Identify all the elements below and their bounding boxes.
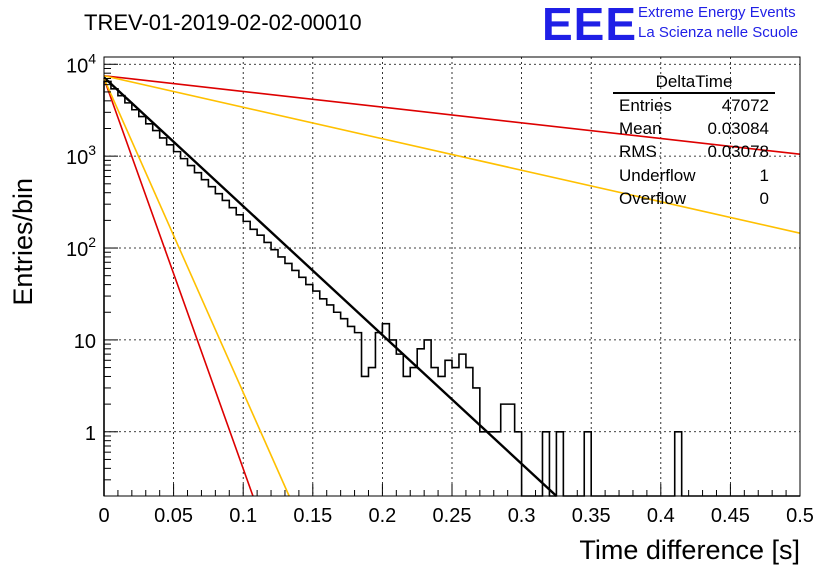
- x-tick-label: 0.15: [293, 505, 332, 527]
- stats-value: 0.03084: [707, 119, 769, 139]
- stats-box: DeltaTime Entries 47072 Mean 0.03084 RMS…: [613, 72, 775, 210]
- x-tick-label: 0.05: [154, 505, 193, 527]
- stats-title: DeltaTime: [613, 72, 775, 94]
- stats-key: RMS: [619, 142, 657, 162]
- y-tick-label: 102: [66, 234, 96, 261]
- stats-row: RMS 0.03078: [613, 140, 775, 163]
- x-tick-labels: 0 0.05 0.1 0.15 0.2 0.25 0.3 0.35 0.4 0.45 0.5: [98, 505, 813, 527]
- stats-row: Underflow 1: [613, 164, 775, 187]
- logo-line-2: La Scienza nelle Scuole: [638, 24, 799, 41]
- stats-value: 0.03078: [707, 142, 769, 162]
- x-tick-label: 0.35: [572, 505, 611, 527]
- x-tick-label: 0.3: [508, 505, 536, 527]
- band-line: [103, 74, 801, 155]
- x-tick-label: 0.1: [229, 505, 257, 527]
- x-tick-label: 0.2: [368, 505, 396, 527]
- y-axis-label: Entries/bin: [8, 178, 38, 306]
- stats-key: Entries: [619, 96, 672, 115]
- x-tick-label: 0: [98, 505, 109, 527]
- logo-mark: EEE: [542, 0, 638, 50]
- eee-logo: EEE Extreme Energy Events La Scienza nel…: [542, 0, 832, 50]
- stats-value: 0: [759, 188, 769, 208]
- stats-row: Mean 0.03084: [613, 117, 775, 140]
- stats-value: 47072: [721, 96, 769, 115]
- stats-key: Underflow: [619, 165, 696, 185]
- x-tick-label: 0.25: [433, 505, 472, 527]
- stats-key: Overflow: [619, 188, 687, 208]
- grid-lines: [104, 57, 800, 496]
- y-tick-label: 104: [66, 50, 96, 77]
- stats-value: 1: [759, 165, 769, 185]
- x-axis-label: Time difference [s]: [579, 535, 800, 565]
- axis-ticks: [103, 63, 801, 497]
- plot-title: TREV-01-2019-02-02-00010: [84, 10, 362, 35]
- band-line: [103, 74, 801, 234]
- y-tick-label: 103: [66, 142, 96, 169]
- stats-key: Mean: [619, 119, 662, 139]
- fit-curves: [103, 74, 801, 497]
- stats-row: Entries 47072: [613, 94, 775, 117]
- logo-line-1: Extreme Energy Events: [638, 4, 796, 21]
- band-line: [103, 78, 290, 497]
- x-tick-label: 0.5: [786, 505, 814, 527]
- fit-line: [103, 76, 558, 497]
- band-line: [103, 78, 254, 497]
- y-tick-label: 1: [85, 423, 96, 445]
- x-tick-label: 0.45: [711, 505, 750, 527]
- x-tick-label: 0.4: [647, 505, 675, 527]
- y-tick-label: 10: [74, 331, 96, 353]
- stats-row: Overflow 0: [613, 187, 775, 210]
